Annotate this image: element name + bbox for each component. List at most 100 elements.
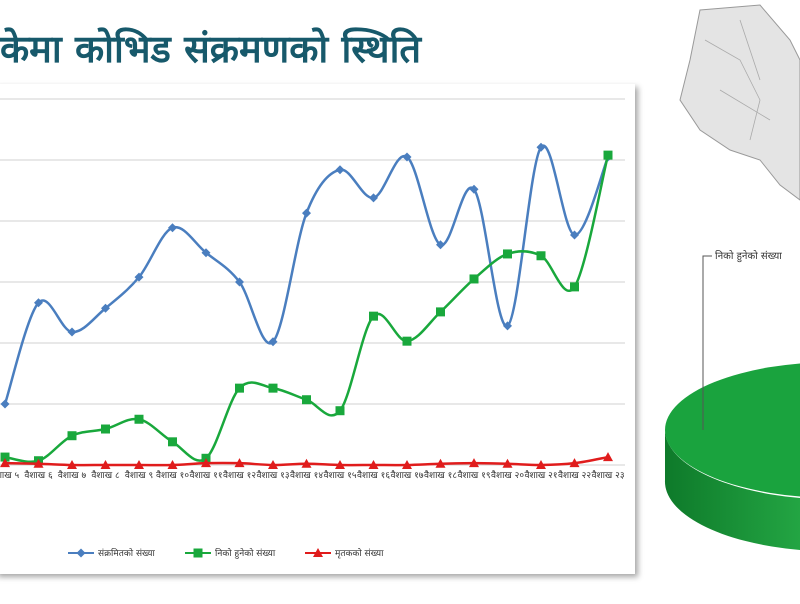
marker	[335, 406, 345, 416]
marker	[313, 548, 323, 557]
x-tick-label: वैशाख ५	[0, 471, 20, 481]
x-tick: वैशाख २०	[490, 471, 525, 481]
marker	[193, 548, 203, 558]
marker	[569, 458, 580, 468]
pie-top	[665, 363, 800, 497]
marker	[235, 277, 244, 287]
map	[679, 4, 800, 201]
marker	[368, 460, 379, 469]
marker	[134, 272, 144, 282]
marker	[436, 240, 445, 250]
x-tick: वैशाख १९	[457, 471, 491, 481]
marker	[0, 452, 10, 462]
x-tick-label: वैशाख २३	[591, 471, 625, 481]
x-tick: वैशाख २२	[557, 471, 592, 481]
x-tick-label: वैशाख १५	[323, 471, 357, 481]
marker	[234, 458, 245, 468]
x-tick: वैशाख १४	[289, 471, 324, 481]
x-tick-label: वैशाख ७	[57, 471, 87, 481]
marker	[167, 460, 178, 469]
x-tick-label: वैशाख १०	[155, 471, 190, 481]
plot: वैशाख ५वैशाख ६वैशाख ७वैशाख ८वैशाख ९वैशाख…	[0, 98, 625, 559]
x-tick: वैशाख २१	[524, 471, 558, 481]
marker	[0, 458, 10, 468]
series-line	[3, 144, 610, 405]
x-tick: वैशाख १२	[223, 471, 256, 481]
x-tick-label: वैशाख २२	[557, 471, 592, 481]
marker	[503, 321, 512, 331]
marker	[268, 460, 278, 469]
pie-label: निको हुनेको संख्या	[715, 250, 782, 263]
x-tick-label: वैशाख १४	[289, 471, 324, 481]
x-tick: वैशाख १०	[155, 471, 190, 481]
legend-label: मृतकको संख्या	[335, 547, 384, 559]
marker	[67, 431, 77, 441]
x-tick-label: वैशाख ६	[24, 471, 53, 481]
map-borders	[704, 19, 771, 141]
marker	[168, 437, 177, 447]
marker	[570, 282, 579, 292]
marker	[67, 327, 77, 337]
marker	[268, 337, 278, 347]
marker	[335, 460, 345, 469]
x-tick: वैशाख ८	[91, 471, 120, 481]
x-tick: वैशाख ५	[0, 471, 20, 481]
marker	[536, 460, 546, 469]
marker	[469, 274, 479, 284]
marker	[201, 458, 211, 468]
marker	[101, 424, 110, 434]
x-tick-label: वैशाख ११	[189, 471, 223, 481]
pie-side	[664, 430, 800, 550]
x-tick-label: वैशाख १७	[390, 471, 424, 481]
marker	[335, 165, 345, 175]
marker	[101, 303, 110, 313]
marker	[302, 395, 311, 405]
marker	[469, 184, 479, 194]
marker	[435, 458, 446, 468]
page-title: केमा कोभिड संक्रमणको स्थिति	[0, 27, 422, 71]
marker	[34, 298, 43, 308]
x-tick: वैशाख ९	[124, 471, 154, 481]
marker	[235, 383, 244, 393]
marker	[536, 142, 546, 152]
marker	[503, 249, 512, 259]
x-tick: वैशाख २३	[591, 471, 625, 481]
marker	[168, 223, 177, 233]
x-tick: वैशाख १८	[423, 471, 458, 481]
x-tick-label: वैशाख १६	[356, 471, 391, 481]
x-tick-label: वैशाख २०	[490, 471, 525, 481]
marker	[369, 193, 378, 203]
marker	[301, 458, 312, 468]
x-tick: वैशाख १५	[323, 471, 357, 481]
marker	[76, 548, 86, 558]
marker	[134, 460, 144, 469]
x-tick: वैशाख १७	[390, 471, 424, 481]
marker	[33, 458, 44, 468]
marker	[302, 208, 311, 218]
legend-label: निको हुनेको संख्या	[215, 547, 276, 559]
marker	[100, 460, 111, 469]
marker	[268, 383, 278, 393]
x-tick: वैशाख ११	[189, 471, 223, 481]
marker	[201, 248, 211, 258]
marker	[436, 307, 445, 317]
marker	[402, 152, 412, 162]
x-tick: वैशाख १३	[256, 471, 290, 481]
marker	[0, 399, 10, 409]
marker	[369, 311, 378, 321]
marker	[402, 336, 412, 346]
x-tick-label: वैशाख ८	[91, 471, 120, 481]
marker	[603, 150, 613, 160]
x-tick-label: वैशाख १८	[423, 471, 458, 481]
x-tick-label: वैशाख ९	[124, 471, 154, 481]
marker	[603, 452, 613, 462]
x-tick-label: वैशाख २१	[524, 471, 558, 481]
legend-label: संक्रमितको संख्या	[98, 547, 156, 559]
x-tick-label: वैशाख १९	[457, 471, 491, 481]
x-tick: वैशाख १६	[356, 471, 391, 481]
chart-panel	[0, 84, 635, 574]
x-tick-label: वैशाख १३	[256, 471, 290, 481]
leader-line	[702, 255, 712, 430]
marker	[502, 458, 513, 468]
